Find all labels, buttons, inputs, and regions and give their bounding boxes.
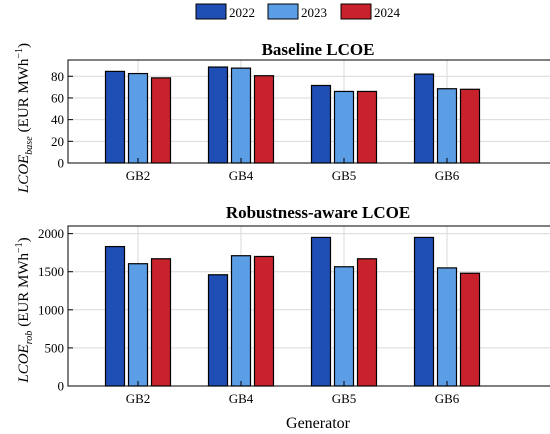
x-axis-label: Generator [286,415,351,432]
robustness-xtick-label-gb6: GB6 [435,391,460,406]
robustness-xtick-label-gb2: GB2 [126,391,151,406]
robustness-bar-gb2-2022 [104,245,126,387]
legend-label-2023: 2023 [301,5,327,20]
robustness-bar-gb5-2022 [310,236,332,387]
baseline-y-axis-label: LCOEbase(EUR MWh−1) [14,43,35,194]
robustness-ytick-label: 500 [45,340,65,355]
legend-swatch-2024 [340,3,372,20]
robustness-xtick-label-gb4: GB4 [229,391,254,406]
robustness-x-ticks: GB2 GB4 GB5 GB6 [126,381,460,406]
legend-swatch-2022 [195,3,227,20]
baseline-xtick-label-gb4: GB4 [229,168,254,183]
baseline-xtick-label-gb6: GB6 [435,168,460,183]
baseline-bar-gb5-2024 [356,90,378,164]
robustness-bars [104,236,481,387]
baseline-lcoe-panel: Baseline LCOE 0 20 40 60 80 GB2 GB4 GB5 GB6 LCO… [14,40,550,194]
robustness-bar-gb4-2024 [253,255,275,387]
robustness-y-axis-label: LCOErob(EUR MWh−1) [14,237,35,383]
legend-label-2022: 2022 [229,5,255,20]
robustness-ytick-label: 1000 [38,302,64,317]
robustness-plot-frame [67,225,550,387]
robustness-bar-gb4-2022 [207,274,229,387]
robustness-lcoe-panel: Robustness-aware LCOE 0 500 1000 1500 2000 G… [14,203,550,406]
baseline-bar-gb4-2024 [253,75,275,164]
baseline-ytick-label: 20 [51,134,64,149]
baseline-ytick-label: 40 [51,112,64,127]
baseline-bar-gb2-2024 [150,77,172,164]
robustness-chart-title: Robustness-aware LCOE [226,203,410,222]
baseline-bar-gb5-2022 [310,84,332,164]
baseline-y-ticks: 0 20 40 60 80 [51,69,73,171]
baseline-xtick-label-gb5: GB5 [332,168,357,183]
baseline-ytick-label: 60 [51,90,64,105]
baseline-xtick-label-gb2: GB2 [126,168,151,183]
robustness-ytick-label: 1500 [38,264,64,279]
baseline-bar-gb6-2023 [436,88,458,164]
baseline-bar-gb4-2022 [207,66,229,164]
baseline-plot-frame [67,59,550,164]
baseline-bars [104,66,481,164]
robustness-bar-gb4-2023 [230,255,252,387]
baseline-bar-gb6-2022 [413,73,435,164]
robustness-y-ticks: 0 500 1000 1500 2000 [38,226,73,394]
legend-label-2024: 2024 [374,5,401,20]
robustness-bar-gb2-2023 [127,263,149,387]
robustness-ytick-label: 0 [58,379,65,394]
baseline-bar-gb5-2023 [333,90,355,164]
baseline-bar-gb2-2022 [104,70,126,164]
robustness-bar-gb6-2024 [459,272,481,387]
legend-swatch-2023 [267,3,299,20]
robustness-xtick-label-gb5: GB5 [332,391,357,406]
baseline-bar-gb4-2023 [230,67,252,164]
robustness-bar-gb5-2023 [333,266,355,387]
legend: 2022 2023 2024 [195,3,401,20]
robustness-ytick-label: 2000 [38,226,64,241]
robustness-bar-gb2-2024 [150,258,172,387]
baseline-ytick-label: 80 [51,69,64,84]
baseline-ytick-label: 0 [58,156,65,171]
baseline-bar-gb2-2023 [127,72,149,164]
baseline-bar-gb6-2024 [459,88,481,164]
robustness-bar-gb6-2023 [436,267,458,387]
robustness-bar-gb5-2024 [356,258,378,387]
baseline-x-ticks: GB2 GB4 GB5 GB6 [126,158,460,183]
baseline-chart-title: Baseline LCOE [262,40,375,59]
robustness-bar-gb6-2022 [413,236,435,387]
